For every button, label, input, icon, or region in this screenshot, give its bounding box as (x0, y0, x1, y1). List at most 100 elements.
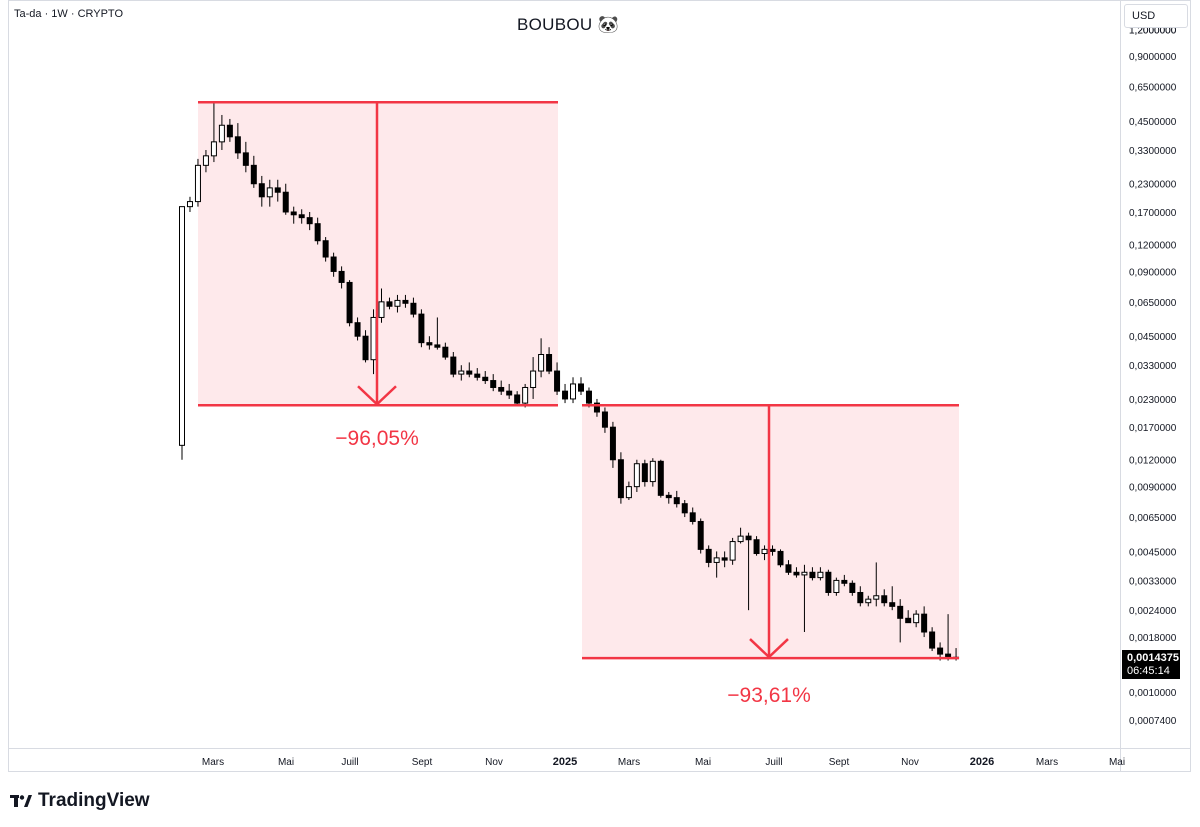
candle (378, 288, 385, 323)
candle-body (202, 155, 209, 166)
candle (761, 545, 768, 561)
candle (402, 294, 409, 308)
candle-body (410, 302, 417, 315)
candle-body (817, 571, 824, 579)
candle (426, 336, 433, 350)
price-axis-tick: 0,0330000 (1129, 361, 1177, 372)
chart-title-text: BOUBOU (517, 15, 593, 34)
candle-body (681, 503, 688, 514)
candle-body (522, 386, 529, 404)
candle-body (378, 301, 385, 318)
candle (410, 297, 417, 318)
price-axis-tick: 0,0900000 (1129, 267, 1177, 278)
candle-body (418, 313, 425, 344)
candle (889, 586, 896, 611)
candle (633, 459, 640, 492)
chart-frame (8, 0, 1191, 772)
candle (737, 527, 744, 544)
tradingview-logo-icon (10, 795, 32, 807)
candle-body (873, 595, 880, 600)
candle (777, 549, 784, 568)
candle (793, 567, 800, 578)
candle (354, 317, 361, 341)
candle (825, 569, 832, 596)
candle (785, 560, 792, 575)
candle (466, 362, 473, 378)
drawdown-annotations: −96,05% −93,61% (198, 100, 959, 707)
time-axis-tick: Mai (1109, 757, 1125, 768)
candle (458, 365, 465, 381)
candle (210, 102, 217, 163)
candle (522, 383, 529, 408)
price-axis-tick: 0,1200000 (1129, 241, 1177, 252)
candle (921, 606, 928, 638)
candle-body (833, 579, 840, 593)
candle (649, 458, 656, 487)
price-axis-tick: 0,1700000 (1129, 208, 1177, 219)
candle (322, 237, 329, 262)
candle-body (562, 390, 569, 400)
price-axis-tick: 0,0065000 (1129, 513, 1177, 524)
candle-body (929, 631, 936, 649)
candle-body (474, 373, 481, 378)
candle-body (514, 394, 521, 404)
brand-name: TradingView (38, 790, 150, 811)
price-axis-tick: 1,2000000 (1129, 25, 1177, 36)
price-axis-tick: 0,3300000 (1129, 146, 1177, 157)
candle-body (841, 579, 848, 584)
candle (897, 599, 904, 643)
candle (218, 114, 225, 150)
candle (641, 459, 648, 487)
candle (418, 309, 425, 348)
candle-body (785, 564, 792, 573)
candle-body (777, 550, 784, 566)
candle-body (657, 460, 664, 496)
time-axis-tick: Mai (278, 757, 294, 768)
candle-body (761, 548, 768, 555)
candle (226, 118, 233, 142)
candle-body (250, 164, 257, 185)
candle-body (402, 299, 409, 304)
candle-body (258, 183, 265, 198)
candle-body (921, 613, 928, 633)
candle (697, 518, 704, 554)
time-axis-tick: Mars (1036, 757, 1058, 768)
symbol-info[interactable]: Ta-da · 1W · CRYPTO (14, 8, 124, 20)
candle-body (482, 376, 489, 382)
candle (689, 507, 696, 525)
price-axis-tick: 0,0010000 (1129, 688, 1177, 699)
candle (554, 362, 561, 395)
candle-body (210, 141, 217, 157)
candle-body (809, 571, 816, 579)
candle (841, 574, 848, 587)
candle-body (713, 557, 720, 563)
candle (474, 368, 481, 381)
candle (657, 459, 664, 498)
drawdown-arrow-head (749, 638, 789, 659)
candle (490, 374, 497, 392)
time-axis-tick: Sept (829, 757, 850, 768)
bar-countdown: 06:45:14 (1127, 665, 1170, 677)
candle (530, 357, 537, 399)
candle-body (617, 459, 624, 499)
candle (266, 179, 273, 207)
time-axis-tick: Juill (765, 757, 782, 768)
currency-button[interactable]: USD (1124, 4, 1188, 28)
candle-body (226, 124, 233, 138)
candle-body (905, 617, 912, 624)
candle (314, 217, 321, 245)
candle (809, 567, 816, 581)
price-axis-tick: 0,0045000 (1129, 547, 1177, 558)
price-axis-tick: 0,0007400 (1129, 716, 1177, 727)
candle-body (330, 256, 337, 272)
candle-body (641, 463, 648, 483)
brand[interactable]: TradingView (10, 790, 150, 812)
candle-body (633, 463, 640, 488)
candle (338, 266, 345, 289)
candle-body (362, 335, 369, 361)
candle (929, 627, 936, 652)
candle-body (306, 217, 313, 225)
candle (665, 491, 672, 504)
candle (849, 580, 856, 596)
